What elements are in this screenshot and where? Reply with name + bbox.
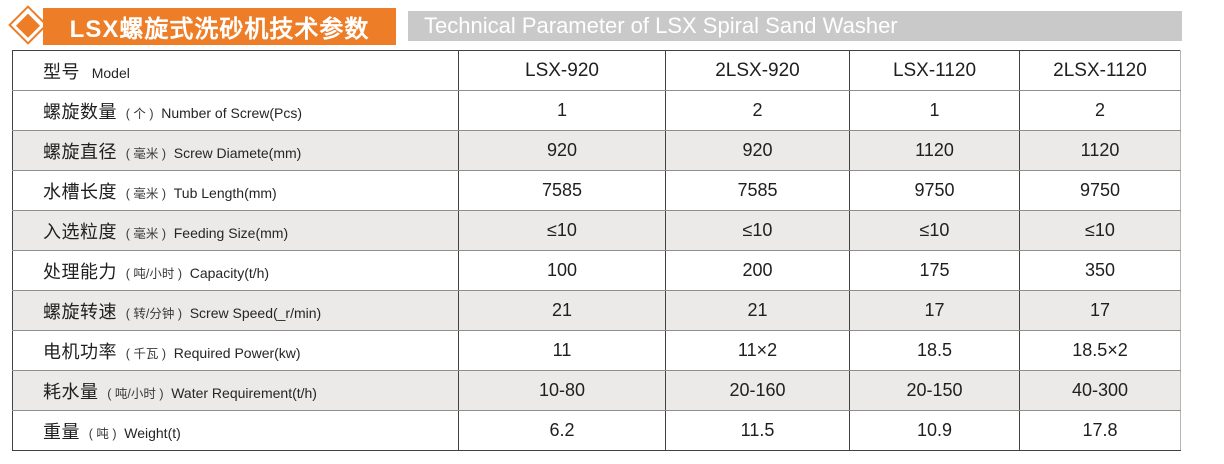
- title-english: Technical Parameter of LSX Spiral Sand W…: [408, 11, 1182, 41]
- label-zh: 耗水量: [43, 381, 99, 402]
- value-cell: 18.5×2: [1019, 330, 1181, 371]
- value-cell: 100: [458, 250, 666, 291]
- label-en: Screw Diamete(mm): [173, 144, 302, 161]
- label-en: Tub Length(mm): [173, 184, 277, 201]
- value-cell: 2: [1019, 90, 1181, 131]
- value-cell: 17.8: [1019, 410, 1181, 451]
- row-label: 水槽长度 ( 毫米 ) Tub Length(mm): [12, 170, 459, 211]
- label-unit: ( 吨/小时 ): [107, 386, 164, 401]
- row-label-model: 型号 Model: [12, 50, 459, 91]
- value-cell: 11.5: [665, 410, 850, 451]
- title-chinese: LSX螺旋式洗砂机技术参数: [43, 8, 396, 45]
- row-required-power: 电机功率 ( 千瓦 ) Required Power(kw) 11 11×2 1…: [12, 330, 1181, 371]
- value-cell: 920: [458, 130, 666, 171]
- row-label: 处理能力 ( 吨/小时 ) Capacity(t/h): [12, 250, 459, 291]
- label-en: Number of Screw(Pcs): [161, 104, 303, 121]
- row-label: 入选粒度 ( 毫米 ) Feeding Size(mm): [12, 210, 459, 251]
- value-cell: 9750: [849, 170, 1020, 211]
- label-en: Weight(t): [124, 424, 181, 441]
- row-screw-diameter: 螺旋直径 ( 毫米 ) Screw Diamete(mm) 920 920 11…: [12, 130, 1181, 171]
- row-label: 重量 ( 吨 ) Weight(t): [12, 410, 459, 451]
- row-label: 电机功率 ( 千瓦 ) Required Power(kw): [12, 330, 459, 371]
- label-zh: 型号: [43, 61, 80, 82]
- value-cell: 20-150: [849, 370, 1020, 411]
- value-cell: 7585: [458, 170, 666, 211]
- page-header: LSX螺旋式洗砂机技术参数 Technical Parameter of LSX…: [0, 0, 1224, 50]
- label-en: Water Requirement(t/h): [171, 384, 317, 401]
- diamond-icon-inner: [15, 12, 41, 38]
- row-capacity: 处理能力 ( 吨/小时 ) Capacity(t/h) 100 200 175 …: [12, 250, 1181, 291]
- label-en: Feeding Size(mm): [173, 224, 289, 241]
- label-zh: 螺旋数量: [43, 101, 117, 122]
- label-en: Capacity(t/h): [189, 264, 270, 281]
- row-water-requirement: 耗水量 ( 吨/小时 ) Water Requirement(t/h) 10-8…: [12, 370, 1181, 411]
- value-cell: 10-80: [458, 370, 666, 411]
- value-cell: 1120: [1019, 130, 1181, 171]
- column-header: 2LSX-920: [665, 50, 850, 91]
- value-cell: 21: [458, 290, 666, 331]
- row-model: 型号 Model LSX-920 2LSX-920 LSX-1120 2LSX-…: [12, 50, 1181, 91]
- row-label: 螺旋直径 ( 毫米 ) Screw Diamete(mm): [12, 130, 459, 171]
- value-cell: ≤10: [458, 210, 666, 251]
- row-label: 耗水量 ( 吨/小时 ) Water Requirement(t/h): [12, 370, 459, 411]
- label-zh: 螺旋直径: [43, 141, 117, 162]
- spec-table: 型号 Model LSX-920 2LSX-920 LSX-1120 2LSX-…: [12, 50, 1181, 451]
- value-cell: 17: [1019, 290, 1181, 331]
- label-unit: ( 毫米 ): [125, 146, 167, 161]
- value-cell: 350: [1019, 250, 1181, 291]
- value-cell: 1120: [849, 130, 1020, 171]
- value-cell: 2: [665, 90, 850, 131]
- label-unit: ( 千瓦 ): [125, 346, 167, 361]
- value-cell: ≤10: [1019, 210, 1181, 251]
- label-zh: 处理能力: [43, 261, 117, 282]
- value-cell: 7585: [665, 170, 850, 211]
- label-zh: 重量: [43, 421, 80, 442]
- value-cell: 20-160: [665, 370, 850, 411]
- row-label: 螺旋转速 ( 转/分钟 ) Screw Speed(_r/min): [12, 290, 459, 331]
- row-screw-speed: 螺旋转速 ( 转/分钟 ) Screw Speed(_r/min) 21 21 …: [12, 290, 1181, 331]
- label-en: Required Power(kw): [173, 344, 301, 361]
- value-cell: 17: [849, 290, 1020, 331]
- value-cell: 1: [849, 90, 1020, 131]
- row-feeding-size: 入选粒度 ( 毫米 ) Feeding Size(mm) ≤10 ≤10 ≤10…: [12, 210, 1181, 251]
- column-header: 2LSX-1120: [1019, 50, 1181, 91]
- row-label: 螺旋数量 ( 个 ) Number of Screw(Pcs): [12, 90, 459, 131]
- row-tub-length: 水槽长度 ( 毫米 ) Tub Length(mm) 7585 7585 975…: [12, 170, 1181, 211]
- value-cell: 200: [665, 250, 850, 291]
- label-unit: ( 个 ): [125, 106, 154, 121]
- row-screw-number: 螺旋数量 ( 个 ) Number of Screw(Pcs) 1 2 1 2: [12, 90, 1181, 131]
- value-cell: 175: [849, 250, 1020, 291]
- value-cell: ≤10: [665, 210, 850, 251]
- label-unit: ( 毫米 ): [125, 186, 167, 201]
- value-cell: 11: [458, 330, 666, 371]
- label-unit: ( 吨/小时 ): [125, 266, 182, 281]
- label-zh: 入选粒度: [43, 221, 117, 242]
- value-cell: 9750: [1019, 170, 1181, 211]
- label-en: Model: [91, 64, 130, 81]
- row-weight: 重量 ( 吨 ) Weight(t) 6.2 11.5 10.9 17.8: [12, 410, 1181, 451]
- value-cell: 920: [665, 130, 850, 171]
- label-zh: 电机功率: [43, 341, 117, 362]
- value-cell: 11×2: [665, 330, 850, 371]
- value-cell: 18.5: [849, 330, 1020, 371]
- label-unit: ( 毫米 ): [125, 226, 167, 241]
- label-zh: 螺旋转速: [43, 301, 117, 322]
- label-zh: 水槽长度: [43, 181, 117, 202]
- column-header: LSX-920: [458, 50, 666, 91]
- value-cell: 40-300: [1019, 370, 1181, 411]
- column-header: LSX-1120: [849, 50, 1020, 91]
- value-cell: 10.9: [849, 410, 1020, 451]
- value-cell: ≤10: [849, 210, 1020, 251]
- value-cell: 1: [458, 90, 666, 131]
- value-cell: 21: [665, 290, 850, 331]
- value-cell: 6.2: [458, 410, 666, 451]
- label-unit: ( 转/分钟 ): [125, 306, 182, 321]
- diamond-icon: [8, 5, 48, 45]
- label-unit: ( 吨 ): [88, 426, 117, 441]
- label-en: Screw Speed(_r/min): [189, 304, 322, 321]
